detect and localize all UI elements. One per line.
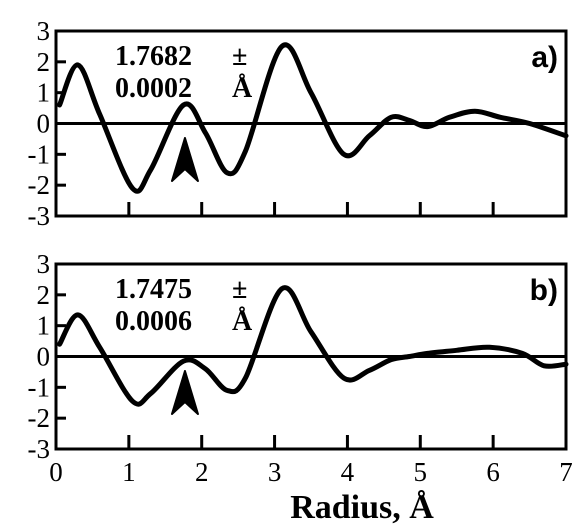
panel-b-y-tick-label: 2 xyxy=(37,280,51,310)
panel-b-y-tick-label: -2 xyxy=(28,403,51,433)
panel-b-x-tick-label: 6 xyxy=(486,457,500,487)
panel-b-x-tick-label: 2 xyxy=(195,457,209,487)
panel-b-annotation-error: 0.0006 xyxy=(115,306,192,337)
panel-a-annotation-error: 0.0002 xyxy=(115,73,192,104)
panel-b-annotation-value: 1.7475 xyxy=(115,274,192,305)
panel-b-annotation-pm: ± xyxy=(232,274,247,305)
panel-b-y-tick-label: -1 xyxy=(28,372,51,402)
panel-b-x-tick-label: 3 xyxy=(268,457,282,487)
panel-b-y-tick-label: 3 xyxy=(37,249,51,279)
panel-a-arrow-marker xyxy=(172,138,198,181)
panel-b-x-tick-label: 5 xyxy=(414,457,428,487)
panel-a-y-tick-label: 3 xyxy=(37,16,51,46)
panel-b-arrow-marker xyxy=(172,371,198,414)
panel-a-y-tick-label: 2 xyxy=(37,47,51,77)
panel-b-annotation-unit: Å xyxy=(232,306,253,337)
panel-a-y-tick-label: -1 xyxy=(28,139,51,169)
panel-a-y-tick-label: 1 xyxy=(37,78,51,108)
x-axis-label: Radius, Å xyxy=(290,489,434,526)
panel-b-x-tick-label: 7 xyxy=(559,457,573,487)
panel-a-annotation-pm: ± xyxy=(232,41,247,72)
panel-a-y-tick-label: -2 xyxy=(28,170,51,200)
panel-b-y-tick-label: -3 xyxy=(28,434,51,464)
panel-b-x-tick-label: 4 xyxy=(341,457,355,487)
panel-a-y-tick-label: -3 xyxy=(28,201,51,231)
panel-b-y-tick-label: 0 xyxy=(37,342,51,372)
panel-b-x-tick-label: 1 xyxy=(122,457,136,487)
panel-a-annotation-value: 1.7682 xyxy=(115,41,192,72)
panel-b-label: b) xyxy=(530,274,558,307)
panel-a-y-tick-label: 0 xyxy=(37,109,51,139)
panel-b-y-tick-label: 1 xyxy=(37,311,51,341)
panel-a-label: a) xyxy=(531,41,558,74)
panel-a-annotation-unit: Å xyxy=(232,73,253,104)
panel-b-x-tick-label: 0 xyxy=(49,457,63,487)
